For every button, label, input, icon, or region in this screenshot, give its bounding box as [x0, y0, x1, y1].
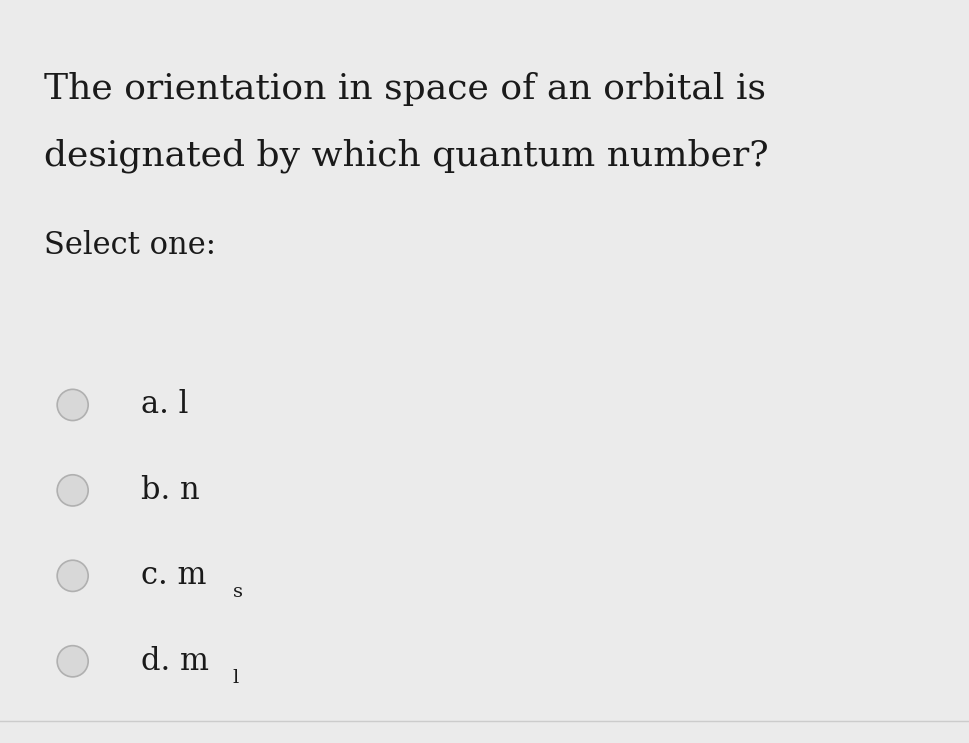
Ellipse shape [57, 389, 88, 421]
Ellipse shape [57, 475, 88, 506]
Text: b. n: b. n [141, 475, 200, 506]
Text: The orientation in space of an orbital is: The orientation in space of an orbital i… [44, 72, 766, 106]
Text: a. l: a. l [141, 389, 188, 421]
Text: designated by which quantum number?: designated by which quantum number? [44, 139, 768, 173]
Text: l: l [233, 669, 238, 687]
Text: c. m: c. m [141, 560, 206, 591]
Ellipse shape [57, 646, 88, 677]
Text: Select one:: Select one: [44, 230, 216, 261]
Text: d. m: d. m [141, 646, 208, 677]
Ellipse shape [57, 560, 88, 591]
Text: s: s [233, 583, 242, 601]
